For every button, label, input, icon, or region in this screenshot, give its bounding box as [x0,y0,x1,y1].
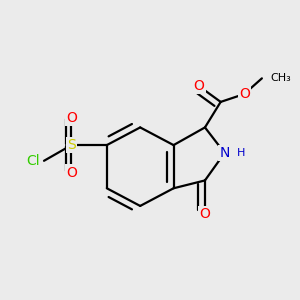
Text: S: S [67,138,76,152]
Text: O: O [66,166,77,180]
Text: CH₃: CH₃ [271,74,292,83]
Text: O: O [66,111,77,124]
Text: O: O [194,79,205,93]
Text: H: H [237,148,245,158]
Text: O: O [200,207,210,221]
Text: O: O [239,87,250,101]
Text: Cl: Cl [26,154,40,168]
Text: N: N [219,146,230,160]
